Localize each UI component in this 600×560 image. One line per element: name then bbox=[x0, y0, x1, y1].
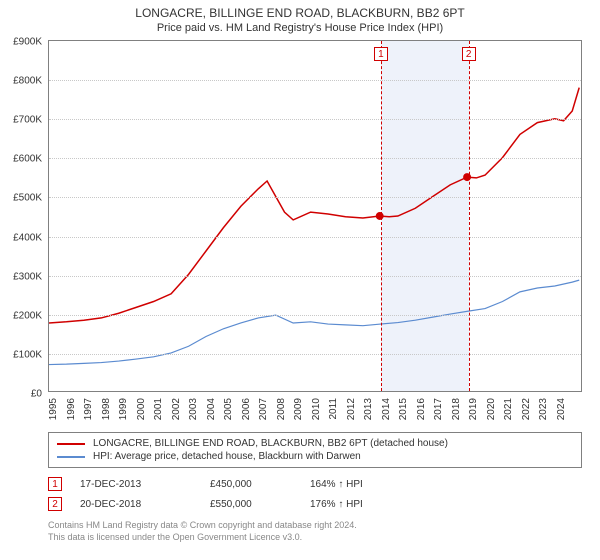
y-axis: £0£100K£200K£300K£400K£500K£600K£700K£80… bbox=[0, 42, 46, 394]
x-tick-label: 2018 bbox=[451, 398, 462, 420]
transactions-table: 1 17-DEC-2013£450,000164% ↑ HPI 2 20-DEC-20… bbox=[48, 474, 582, 514]
legend-swatch-hpi bbox=[57, 456, 85, 458]
x-tick-label: 1999 bbox=[118, 398, 129, 420]
gridline bbox=[49, 237, 581, 238]
marker-label-box: 1 bbox=[374, 47, 388, 61]
marker-label-box: 2 bbox=[462, 47, 476, 61]
gridline bbox=[49, 315, 581, 316]
tx-marker-box: 1 bbox=[48, 477, 62, 491]
marker-dot bbox=[463, 173, 471, 181]
x-tick-label: 2009 bbox=[293, 398, 304, 420]
y-tick-label: £500K bbox=[13, 193, 42, 204]
tx-marker-box: 2 bbox=[48, 497, 62, 511]
x-tick-label: 1996 bbox=[66, 398, 77, 420]
x-tick-label: 1998 bbox=[101, 398, 112, 420]
transaction-row: 1 17-DEC-2013£450,000164% ↑ HPI bbox=[48, 474, 582, 494]
tx-ratio: 176% ↑ HPI bbox=[310, 499, 363, 510]
tx-date: 20-DEC-2018 bbox=[80, 499, 210, 510]
x-tick-label: 2011 bbox=[328, 398, 339, 420]
disclaimer-line: Contains HM Land Registry data © Crown c… bbox=[48, 520, 582, 532]
y-tick-label: £800K bbox=[13, 76, 42, 87]
x-tick-label: 2023 bbox=[538, 398, 549, 420]
x-tick-label: 2010 bbox=[311, 398, 322, 420]
disclaimer: Contains HM Land Registry data © Crown c… bbox=[48, 520, 582, 543]
y-tick-label: £0 bbox=[31, 389, 42, 400]
x-tick-label: 2000 bbox=[136, 398, 147, 420]
gridline bbox=[49, 354, 581, 355]
marker-vertical-line bbox=[381, 41, 382, 391]
y-tick-label: £400K bbox=[13, 232, 42, 243]
disclaimer-line: This data is licensed under the Open Gov… bbox=[48, 532, 582, 544]
gridline bbox=[49, 276, 581, 277]
tx-price: £550,000 bbox=[210, 499, 310, 510]
x-tick-label: 2020 bbox=[486, 398, 497, 420]
x-axis: 1995 1996 1997 1998 1999 2000 2001 2002 2003 2004… bbox=[48, 394, 582, 454]
chart-plot-area: 12 bbox=[48, 40, 582, 392]
x-tick-label: 2015 bbox=[398, 398, 409, 420]
marker-dot bbox=[376, 212, 384, 220]
y-tick-label: £100K bbox=[13, 349, 42, 360]
x-tick-label: 2012 bbox=[346, 398, 357, 420]
x-tick-label: 2021 bbox=[503, 398, 514, 420]
x-tick-label: 2024 bbox=[556, 398, 567, 420]
x-tick-label: 2003 bbox=[188, 398, 199, 420]
x-tick-label: 2016 bbox=[416, 398, 427, 420]
x-tick-label: 2002 bbox=[171, 398, 182, 420]
chart-title: LONGACRE, BILLINGE END ROAD, BLACKBURN, … bbox=[0, 0, 600, 20]
marker-vertical-line bbox=[469, 41, 470, 391]
x-tick-label: 2008 bbox=[276, 398, 287, 420]
tx-price: £450,000 bbox=[210, 479, 310, 490]
y-tick-label: £700K bbox=[13, 115, 42, 126]
x-tick-label: 2022 bbox=[521, 398, 532, 420]
gridline bbox=[49, 80, 581, 81]
x-tick-label: 2019 bbox=[468, 398, 479, 420]
y-tick-label: £300K bbox=[13, 271, 42, 282]
chart-container: LONGACRE, BILLINGE END ROAD, BLACKBURN, … bbox=[0, 0, 600, 560]
series-line-hpi bbox=[49, 280, 579, 364]
x-tick-label: 2004 bbox=[206, 398, 217, 420]
chart-subtitle: Price paid vs. HM Land Registry's House … bbox=[0, 20, 600, 40]
tx-date: 17-DEC-2013 bbox=[80, 479, 210, 490]
series-line-property bbox=[49, 88, 579, 323]
x-tick-label: 2017 bbox=[433, 398, 444, 420]
x-tick-label: 2005 bbox=[223, 398, 234, 420]
x-tick-label: 1995 bbox=[48, 398, 59, 420]
x-tick-label: 2006 bbox=[241, 398, 252, 420]
x-tick-label: 2014 bbox=[381, 398, 392, 420]
gridline bbox=[49, 158, 581, 159]
gridline bbox=[49, 119, 581, 120]
x-tick-label: 1997 bbox=[83, 398, 94, 420]
x-tick-label: 2007 bbox=[258, 398, 269, 420]
x-tick-label: 2001 bbox=[153, 398, 164, 420]
y-tick-label: £200K bbox=[13, 310, 42, 321]
tx-ratio: 164% ↑ HPI bbox=[310, 479, 363, 490]
y-tick-label: £600K bbox=[13, 154, 42, 165]
chart-svg bbox=[49, 41, 581, 391]
y-tick-label: £900K bbox=[13, 37, 42, 48]
x-tick-label: 2013 bbox=[363, 398, 374, 420]
transaction-row: 2 20-DEC-2018£550,000176% ↑ HPI bbox=[48, 494, 582, 514]
gridline bbox=[49, 197, 581, 198]
